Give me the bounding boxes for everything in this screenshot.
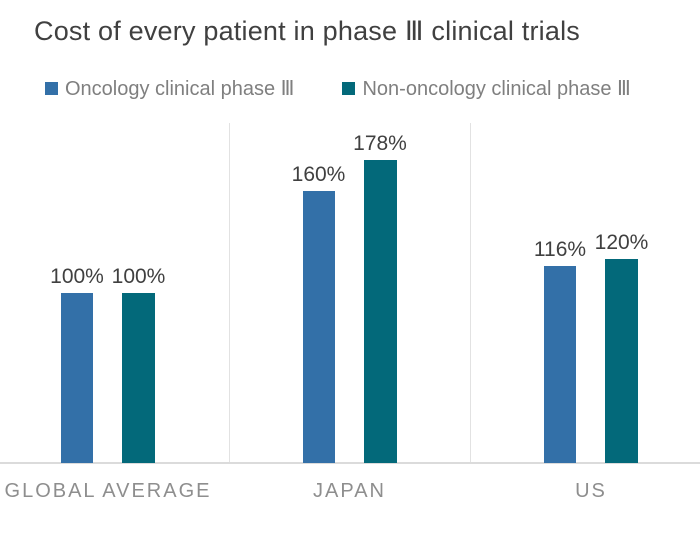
bar (605, 259, 638, 463)
legend: Oncology clinical phase Ⅲ Non-oncology cl… (45, 76, 631, 100)
legend-item-oncology: Oncology clinical phase Ⅲ (45, 76, 294, 101)
bar-value-label: 178% (353, 132, 407, 155)
bar (61, 293, 93, 463)
legend-swatch (45, 81, 58, 95)
bar (302, 191, 335, 463)
bar-value-label: 120% (594, 231, 649, 254)
legend-label: Oncology clinical phase Ⅲ (65, 77, 295, 100)
axis-category-label: GLOBAL AVERAGE (4, 480, 212, 502)
bar-value-label: 100% (111, 265, 166, 288)
chart-title: Cost of every patient in phase Ⅲ clinica… (34, 16, 580, 46)
axis-category-label: JAPAN (313, 480, 386, 502)
bar (122, 293, 155, 463)
legend-swatch (342, 81, 356, 95)
axis-category-label: US (575, 480, 607, 502)
bar (544, 266, 576, 463)
bar (363, 160, 397, 463)
legend-label: Non-oncology clinical phase Ⅲ (362, 77, 631, 100)
category-gridline (470, 123, 472, 463)
legend-item-non-oncology: Non-oncology clinical phase Ⅲ (342, 76, 631, 101)
bar-value-label: 116% (533, 238, 587, 261)
plot-area: 100% 160% 116% 100% 178% 120% (0, 123, 700, 464)
bar-value-label: 160% (291, 163, 346, 186)
x-axis-line (0, 462, 700, 464)
category-gridline (228, 123, 230, 463)
bar-value-label: 100% (50, 265, 104, 288)
